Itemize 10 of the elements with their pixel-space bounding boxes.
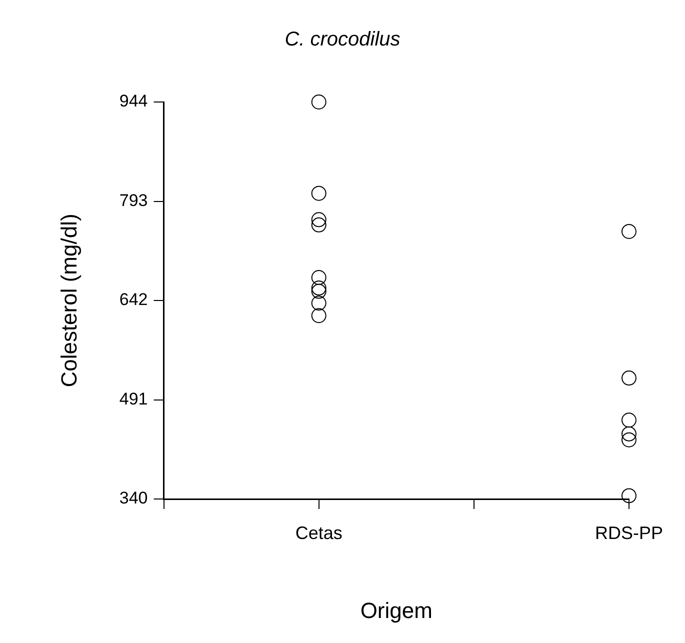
x-axis-title: Origem bbox=[360, 598, 432, 623]
y-tick-label: 944 bbox=[119, 92, 148, 111]
chart-title: C. crocodilus bbox=[284, 28, 400, 51]
x-tick-label: Cetas bbox=[295, 522, 342, 543]
y-tick-label: 642 bbox=[119, 290, 148, 310]
y-tick-label: 340 bbox=[119, 488, 148, 508]
x-tick-label: RDS-PP bbox=[594, 522, 664, 543]
y-tick-label: 491 bbox=[119, 389, 148, 408]
y-axis-title: Colesterol (mg/dl) bbox=[56, 214, 82, 388]
y-tick-label: 793 bbox=[119, 190, 148, 210]
